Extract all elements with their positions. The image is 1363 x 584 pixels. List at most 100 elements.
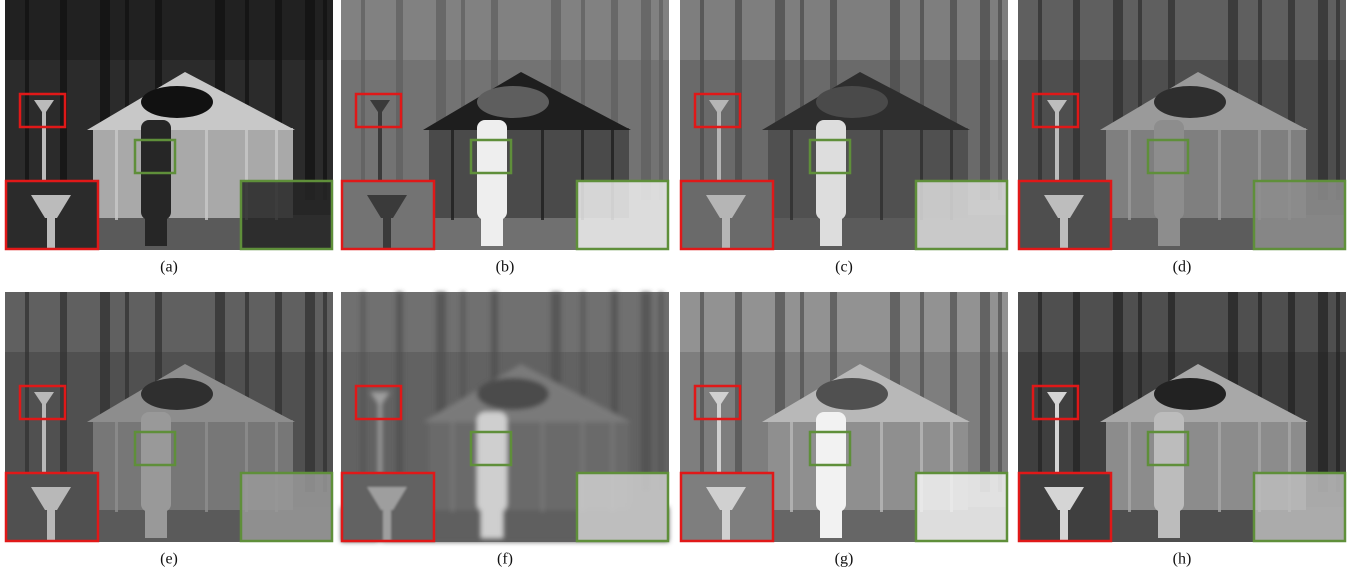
person-legs (481, 510, 503, 538)
panel (5, 0, 333, 250)
caption: (d) (1173, 259, 1192, 276)
tree-trunk (980, 292, 990, 492)
tree-trunk (980, 0, 990, 200)
caption: (g) (835, 551, 854, 568)
sky (5, 292, 333, 352)
green-inset (1254, 181, 1345, 249)
tree-trunk (305, 292, 315, 492)
tree-trunk (659, 0, 663, 200)
red-inset (681, 473, 773, 541)
tree-trunk (361, 292, 365, 492)
inset-lamp-post (1060, 218, 1068, 249)
gazebo-post (115, 128, 118, 220)
sky (680, 292, 1008, 352)
inset-lamp-post (1060, 510, 1068, 541)
gazebo-post (1218, 128, 1221, 220)
tree-trunk (641, 292, 651, 492)
gazebo-post (1128, 420, 1131, 512)
inset-lamp-post (47, 218, 55, 249)
tree-trunk (700, 0, 704, 200)
person-legs (1158, 218, 1180, 246)
red-inset (342, 181, 434, 249)
tree-trunk (305, 0, 315, 200)
tree-trunk (323, 0, 327, 200)
panel (1018, 0, 1346, 250)
person-legs (820, 510, 842, 538)
tree-trunk (1336, 292, 1340, 492)
umbrella (816, 378, 888, 410)
umbrella (1154, 86, 1226, 118)
tree-trunk (1318, 0, 1328, 200)
sky (5, 0, 333, 60)
tree-trunk (323, 292, 327, 492)
green-inset (916, 181, 1007, 249)
panel (341, 292, 669, 542)
green-inset (1254, 473, 1345, 541)
inset-lamp-post (722, 218, 730, 249)
gazebo-post (115, 420, 118, 512)
inset-lamp-post (722, 510, 730, 541)
gazebo-post (790, 420, 793, 512)
sky (341, 292, 669, 352)
inset-lamp-post (47, 510, 55, 541)
person-legs (145, 218, 167, 246)
umbrella (1154, 378, 1226, 410)
person (477, 412, 507, 512)
gazebo-post (1218, 420, 1221, 512)
person-legs (820, 218, 842, 246)
person (141, 120, 171, 220)
person-legs (1158, 510, 1180, 538)
gazebo-post (1128, 128, 1131, 220)
tree-trunk (1336, 0, 1340, 200)
sky (1018, 0, 1346, 60)
tree-trunk (659, 292, 663, 492)
green-inset (916, 473, 1007, 541)
tree-trunk (1038, 292, 1042, 492)
red-inset (1019, 181, 1111, 249)
green-inset (577, 473, 668, 541)
gazebo-post (541, 420, 544, 512)
panel (5, 292, 333, 542)
panel (680, 292, 1008, 542)
inset-lamp-post (383, 510, 391, 541)
green-inset (241, 473, 332, 541)
caption: (c) (835, 259, 853, 276)
tree-trunk (1318, 292, 1328, 492)
panel (1018, 292, 1346, 542)
red-inset (1019, 473, 1111, 541)
green-inset (241, 181, 332, 249)
umbrella (816, 86, 888, 118)
umbrella (141, 378, 213, 410)
gazebo-post (880, 128, 883, 220)
caption: (e) (160, 551, 178, 568)
tree-trunk (361, 0, 365, 200)
inset-lamp-post (383, 218, 391, 249)
gazebo-post (205, 420, 208, 512)
sky (341, 0, 669, 60)
person-legs (481, 218, 503, 246)
tree-trunk (700, 292, 704, 492)
caption: (b) (496, 259, 515, 276)
green-inset (577, 181, 668, 249)
caption: (f) (497, 551, 513, 568)
panel (341, 0, 669, 250)
person-legs (145, 510, 167, 538)
red-inset (342, 473, 434, 541)
figure: (a)(b)(c)(d)(e)(f)(g)(h) (0, 0, 1363, 584)
sky (680, 0, 1008, 60)
red-inset (6, 473, 98, 541)
caption: (a) (160, 259, 178, 276)
person (1154, 120, 1184, 220)
person (816, 120, 846, 220)
page: (a)(b)(c)(d)(e)(f)(g)(h) (() => { const … (0, 0, 1363, 584)
umbrella (477, 86, 549, 118)
tree-trunk (641, 0, 651, 200)
tree-trunk (1038, 0, 1042, 200)
umbrella (141, 86, 213, 118)
sky (1018, 292, 1346, 352)
tree-trunk (998, 292, 1002, 492)
red-inset (681, 181, 773, 249)
panel (680, 0, 1008, 250)
gazebo-post (451, 420, 454, 512)
gazebo-post (451, 128, 454, 220)
